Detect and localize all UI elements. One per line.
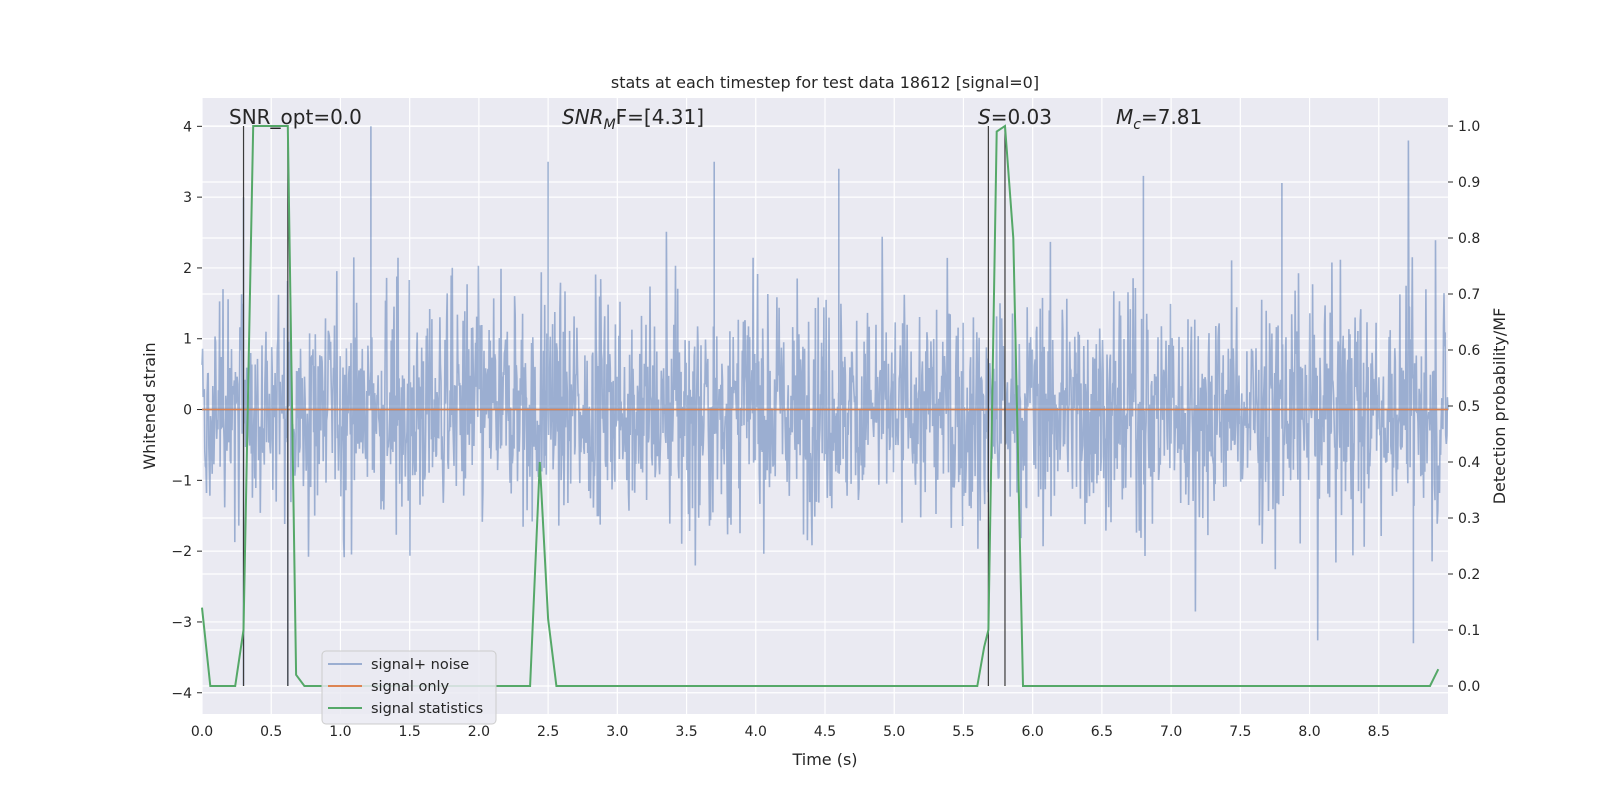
mc-annotation: Mc=7.81 — [1116, 105, 1202, 133]
s-annotation: S=0.03 — [978, 105, 1052, 129]
y-tick-label-right: 0.4 — [1458, 455, 1480, 471]
y-axis-right-label: Detection probability/MF — [1490, 308, 1509, 505]
x-tick-label: 4.0 — [745, 724, 767, 740]
y-tick-label-left: −3 — [171, 615, 192, 631]
x-tick-label: 5.0 — [883, 724, 905, 740]
x-tick-label: 8.5 — [1368, 724, 1390, 740]
snr-mf-subscript: M — [604, 117, 616, 133]
y-axis-right-ticks: 0.0 0.1 0.2 0.3 0.4 0.5 0.6 0.7 0.8 0.9 1.0 — [1448, 119, 1480, 695]
s-label: S — [978, 105, 991, 129]
x-tick-label: 2.0 — [468, 724, 490, 740]
y-tick-label-left: −2 — [171, 544, 192, 560]
mc-value: =7.81 — [1141, 105, 1202, 129]
y-tick-label-left: −4 — [171, 686, 192, 702]
x-axis-ticks: 0.0 0.5 1.0 1.5 2.0 2.5 3.0 3.5 4.0 4.5 5.0 5.5 6.0 6… — [191, 724, 1390, 740]
x-tick-label: 7.5 — [1229, 724, 1251, 740]
y-tick-label-left: 0 — [183, 403, 192, 419]
x-tick-label: 6.0 — [1022, 724, 1044, 740]
y-tick-label-right: 0.5 — [1458, 399, 1480, 415]
mc-label: M — [1116, 105, 1133, 129]
y-tick-label-right: 0.9 — [1458, 175, 1480, 191]
y-tick-label-right: 0.6 — [1458, 343, 1480, 359]
y-tick-label-right: 0.0 — [1458, 679, 1480, 695]
snr-opt-annotation: SNR_opt=0.0 — [229, 105, 362, 129]
s-value: =0.03 — [991, 105, 1052, 129]
y-tick-label-left: −1 — [171, 473, 192, 489]
y-tick-label-right: 0.2 — [1458, 567, 1480, 583]
x-tick-label: 2.5 — [537, 724, 559, 740]
x-tick-label: 4.5 — [814, 724, 836, 740]
x-tick-label: 0.0 — [191, 724, 213, 740]
signal-statistics-line — [201, 124, 1440, 687]
legend-box — [321, 650, 497, 725]
x-tick-label: 3.0 — [606, 724, 628, 740]
x-axis-label: Time (s) — [791, 750, 857, 769]
y-tick-label-left: 2 — [183, 261, 192, 277]
snr-mf-label: SNR — [562, 105, 604, 129]
x-tick-label: 1.5 — [399, 724, 421, 740]
snr-mf-value: F=[4.31] — [616, 105, 704, 129]
y-tick-label-right: 0.1 — [1458, 623, 1480, 639]
y-tick-label-right: 0.7 — [1458, 287, 1480, 303]
x-tick-label: 5.5 — [952, 724, 974, 740]
y-tick-label-right: 0.3 — [1458, 511, 1480, 527]
x-tick-label: 6.5 — [1091, 724, 1113, 740]
legend-entry-noise: signal+ noise — [371, 657, 469, 673]
y-tick-label-left: 4 — [183, 119, 192, 135]
y-tick-label-left: 3 — [183, 190, 192, 206]
mc-subscript: c — [1133, 117, 1141, 133]
legend-entry-stats: signal statistics — [371, 701, 483, 717]
y-tick-label-left: 1 — [183, 332, 192, 348]
legend: signal+ noise signal only signal statist… — [321, 650, 497, 725]
x-tick-label: 7.0 — [1160, 724, 1182, 740]
legend-entry-signal: signal only — [371, 679, 450, 695]
y-axis-left-ticks: −4 −3 −2 −1 0 1 2 3 4 — [171, 119, 202, 702]
x-tick-label: 3.5 — [675, 724, 697, 740]
y-tick-label-right: 0.8 — [1458, 231, 1480, 247]
snr-mf-annotation: SNRMF=[4.31] — [562, 105, 704, 133]
x-tick-label: 1.0 — [329, 724, 351, 740]
x-tick-label: 0.5 — [260, 724, 282, 740]
y-axis-left-label: Whitened strain — [140, 342, 159, 469]
chart-title: stats at each timestep for test data 186… — [611, 73, 1039, 92]
x-tick-label: 8.0 — [1298, 724, 1320, 740]
y-tick-label-right: 1.0 — [1458, 119, 1480, 135]
